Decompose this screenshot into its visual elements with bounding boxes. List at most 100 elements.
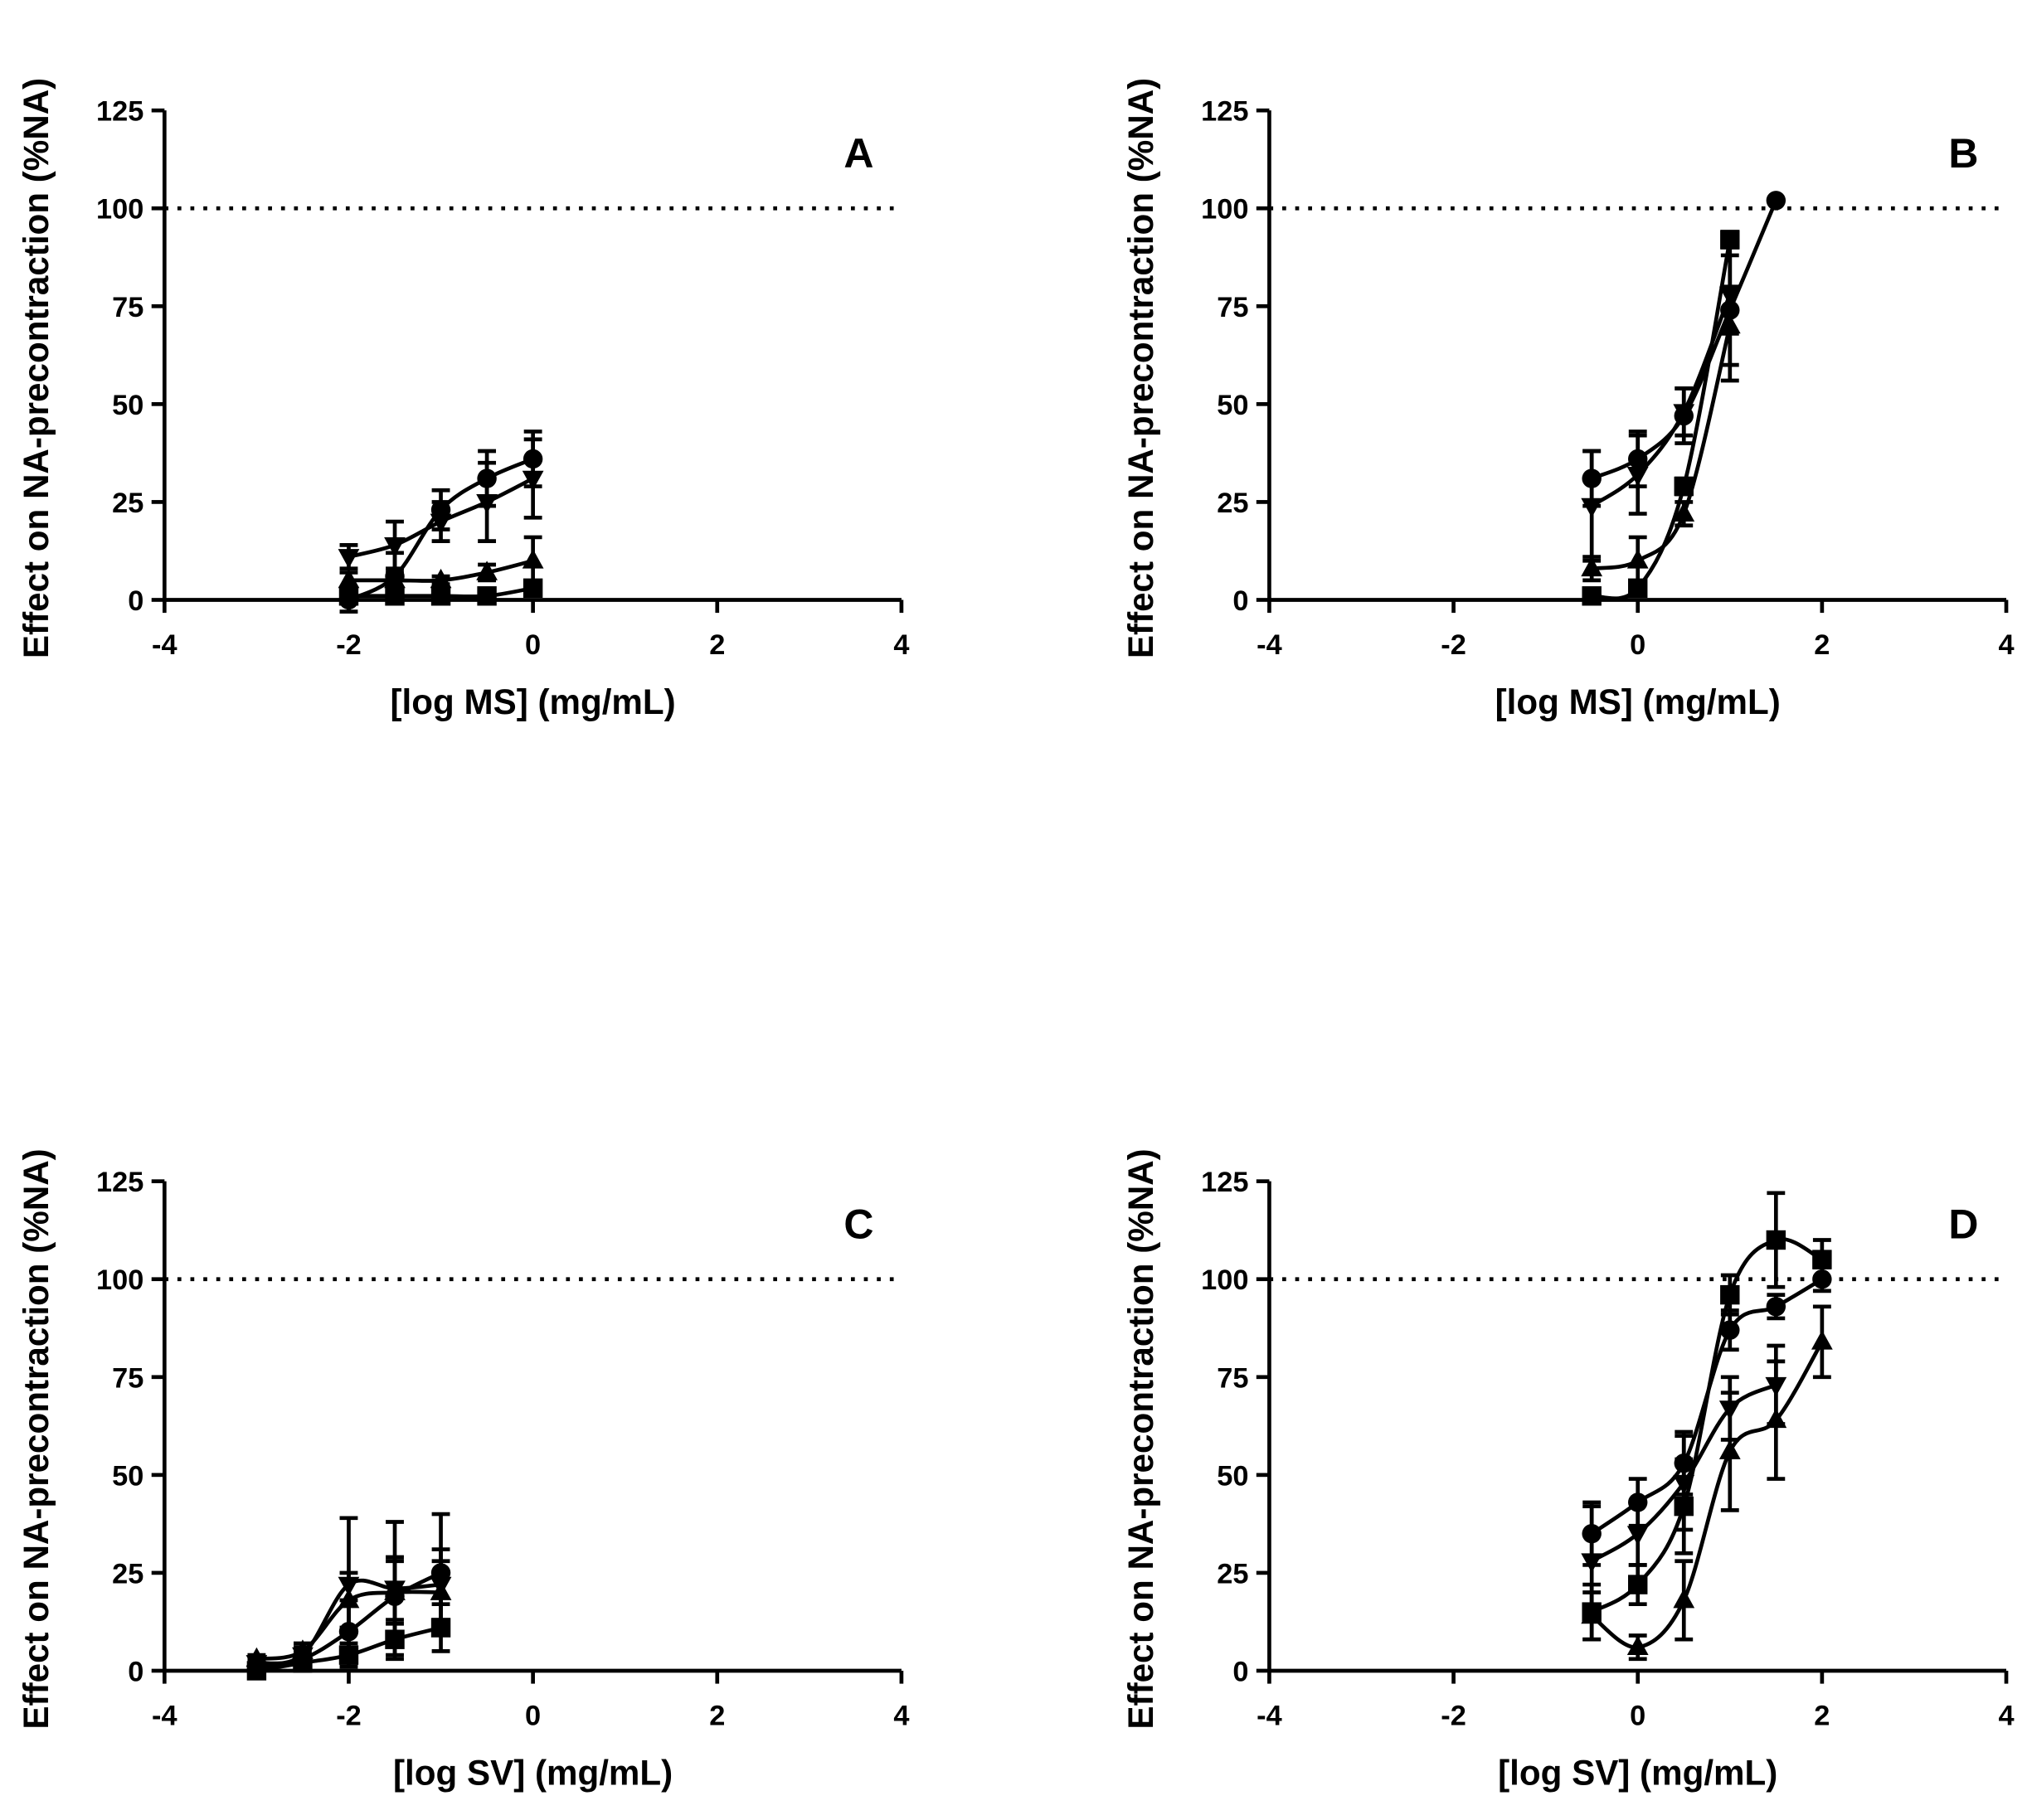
- marker: [1811, 1330, 1833, 1350]
- y-tick-label: 75: [112, 292, 143, 323]
- x-tick-label: -2: [336, 1701, 362, 1732]
- marker: [384, 568, 406, 589]
- x-tick-label: 2: [709, 1701, 725, 1732]
- x-tick-label: 2: [709, 629, 725, 661]
- marker: [1626, 1526, 1649, 1546]
- x-axis-label: [log SV] (mg/mL): [1498, 1753, 1777, 1792]
- fit-curve: [1590, 294, 1732, 508]
- marker: [1674, 476, 1694, 497]
- y-tick-label: 75: [1217, 292, 1248, 323]
- marker: [1581, 1604, 1603, 1624]
- marker: [522, 470, 544, 491]
- panel: 0 25 50 75 100 125 -4 -2 0 2 4 D [log SV] (mg/mL) Eff…: [1121, 1148, 2015, 1792]
- x-tick-label: -2: [1441, 1701, 1466, 1732]
- x-tick-label: 0: [525, 1701, 541, 1732]
- y-tick-label: 125: [1201, 96, 1248, 128]
- x-tick-label: -4: [1257, 1701, 1282, 1732]
- marker: [384, 536, 406, 557]
- y-tick-label: 100: [96, 1264, 143, 1296]
- x-tick-label: -2: [1441, 629, 1466, 661]
- y-tick-label: 100: [96, 194, 143, 226]
- marker: [1581, 556, 1603, 577]
- marker: [1628, 578, 1648, 599]
- marker: [477, 586, 497, 606]
- y-tick-label: 25: [1217, 1558, 1248, 1589]
- y-tick-label: 75: [1217, 1362, 1248, 1394]
- y-tick-label: 125: [96, 1167, 143, 1198]
- marker: [1626, 466, 1649, 487]
- marker: [1582, 586, 1602, 606]
- x-axis-label: [log SV] (mg/mL): [393, 1753, 673, 1792]
- marker: [246, 1661, 267, 1681]
- y-axis-label: Effect on NA-precontraction (%NA): [17, 1148, 56, 1729]
- panel-label: C: [843, 1201, 873, 1247]
- panel: 0 25 50 75 100 125 -4 -2 0 2 4 A [log MS] (mg/mL) Eff…: [17, 78, 910, 721]
- x-tick-label: 0: [525, 629, 541, 661]
- marker: [384, 1580, 406, 1600]
- marker: [338, 586, 359, 606]
- panel: 0 25 50 75 100 125 -4 -2 0 2 4 C [log SV] (mg/mL) Eff…: [17, 1148, 910, 1792]
- y-tick-label: 100: [1201, 1264, 1248, 1296]
- x-tick-label: 2: [1814, 1701, 1830, 1732]
- marker: [338, 568, 360, 589]
- marker: [1720, 1320, 1740, 1340]
- marker: [338, 549, 360, 569]
- marker: [385, 586, 405, 606]
- y-axis-label: Effect on NA-precontraction (%NA): [17, 78, 56, 658]
- y-tick-label: 100: [1201, 194, 1248, 226]
- y-tick-label: 0: [1232, 1656, 1248, 1687]
- y-tick-label: 0: [1232, 585, 1248, 617]
- marker: [1673, 1474, 1695, 1495]
- x-tick-label: -2: [336, 629, 362, 661]
- marker: [430, 586, 451, 606]
- marker: [430, 568, 452, 589]
- fit-curve: [1591, 239, 1733, 601]
- x-tick-label: 0: [1630, 1701, 1645, 1732]
- x-tick-label: -4: [1257, 629, 1282, 661]
- marker: [385, 1629, 405, 1649]
- y-axis-label: Effect on NA-precontraction (%NA): [1121, 78, 1160, 658]
- marker: [1628, 1575, 1648, 1594]
- y-tick-label: 25: [1217, 488, 1248, 519]
- marker: [430, 513, 452, 534]
- marker: [1673, 502, 1695, 522]
- y-tick-label: 50: [112, 390, 143, 421]
- x-tick-label: 2: [1814, 629, 1830, 661]
- fit-curve: [1590, 1341, 1824, 1649]
- marker: [1718, 1439, 1741, 1459]
- marker: [1812, 1250, 1832, 1269]
- y-tick-label: 75: [112, 1362, 143, 1394]
- marker: [523, 578, 543, 599]
- y-tick-label: 125: [96, 96, 143, 128]
- x-tick-label: 4: [893, 629, 909, 661]
- marker: [1720, 1284, 1740, 1305]
- marker: [1720, 230, 1740, 250]
- marker: [522, 549, 544, 569]
- x-tick-label: -4: [152, 1701, 177, 1732]
- x-axis-label: [log MS] (mg/mL): [1495, 682, 1781, 721]
- y-tick-label: 50: [1217, 1460, 1248, 1492]
- marker: [476, 561, 498, 580]
- x-tick-label: 0: [1630, 629, 1645, 661]
- marker: [1581, 497, 1603, 518]
- marker: [1766, 191, 1786, 211]
- y-tick-label: 50: [1217, 390, 1248, 421]
- panel: 0 25 50 75 100 125 -4 -2 0 2 4 B [log MS] (mg/mL) Eff…: [1121, 78, 2015, 721]
- marker: [1626, 549, 1649, 569]
- marker: [338, 1588, 360, 1609]
- marker: [1673, 1588, 1695, 1609]
- y-tick-label: 50: [112, 1460, 143, 1492]
- marker: [1581, 1553, 1603, 1573]
- marker: [430, 1618, 451, 1638]
- fit-curve: [1590, 1236, 1823, 1614]
- x-tick-label: 4: [1998, 1701, 2014, 1732]
- marker: [1718, 313, 1741, 334]
- marker: [1765, 1408, 1787, 1429]
- x-axis-label: [log MS] (mg/mL): [391, 682, 676, 721]
- panel-label: B: [1948, 130, 1978, 177]
- marker: [338, 1645, 359, 1665]
- marker: [1626, 1635, 1649, 1656]
- x-tick-label: -4: [152, 629, 177, 661]
- x-tick-label: 4: [893, 1701, 909, 1732]
